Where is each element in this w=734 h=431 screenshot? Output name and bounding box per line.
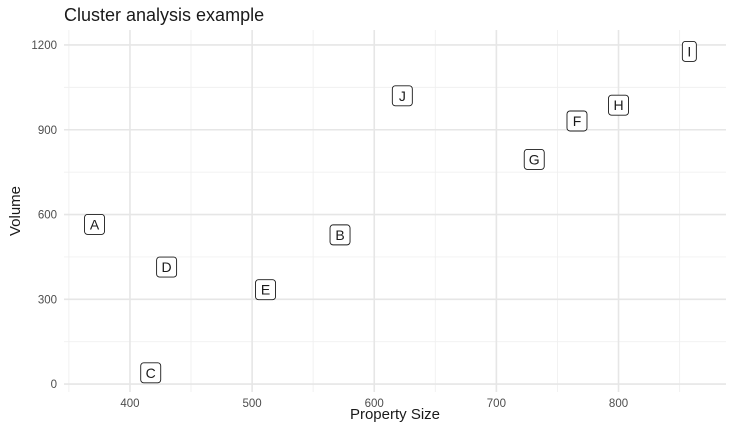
point-label-h: H bbox=[608, 94, 629, 116]
point-text: F bbox=[573, 113, 582, 129]
point-box bbox=[681, 41, 697, 62]
chart-title: Cluster analysis example bbox=[64, 5, 265, 25]
point-label-g: G bbox=[523, 148, 545, 170]
point-label-j: J bbox=[391, 85, 413, 107]
y-axis-title: Volume bbox=[7, 186, 24, 236]
x-tick-label: 600 bbox=[365, 398, 384, 410]
point-text: H bbox=[613, 97, 623, 113]
point-text: I bbox=[687, 43, 691, 59]
grid-lines bbox=[64, 30, 726, 392]
point-box bbox=[255, 279, 276, 301]
x-tick-label: 400 bbox=[120, 398, 139, 410]
x-tick-label: 800 bbox=[609, 398, 628, 410]
x-tick-label: 500 bbox=[243, 398, 262, 410]
y-tick-label: 1200 bbox=[31, 40, 57, 52]
point-box bbox=[329, 224, 351, 246]
point-box bbox=[391, 85, 413, 107]
point-label-b: B bbox=[329, 224, 351, 246]
point-box bbox=[84, 213, 105, 235]
point-box bbox=[140, 362, 162, 384]
point-box bbox=[566, 110, 588, 132]
point-label-a: A bbox=[84, 213, 105, 235]
axis-ticks: 400 500 600 700 800 0 300 600 900 1200 bbox=[31, 40, 628, 410]
point-text: E bbox=[261, 282, 270, 298]
point-box bbox=[608, 94, 629, 116]
point-text: D bbox=[162, 259, 172, 275]
point-text: A bbox=[90, 216, 100, 232]
point-label-e: E bbox=[255, 279, 276, 301]
point-label-d: D bbox=[156, 256, 178, 278]
y-tick-label: 900 bbox=[38, 125, 57, 137]
point-box bbox=[523, 148, 545, 170]
point-text: B bbox=[335, 227, 344, 243]
point-text: C bbox=[146, 365, 156, 381]
point-box bbox=[156, 256, 178, 278]
point-label-i: I bbox=[681, 41, 697, 62]
point-label-c: C bbox=[140, 362, 162, 384]
y-tick-label: 0 bbox=[51, 379, 57, 391]
y-tick-label: 600 bbox=[38, 210, 57, 222]
point-label-f: F bbox=[566, 110, 588, 132]
x-tick-label: 700 bbox=[487, 398, 506, 410]
point-text: J bbox=[399, 88, 406, 104]
y-tick-label: 300 bbox=[38, 294, 57, 306]
x-axis-title: Property Size bbox=[350, 406, 440, 423]
point-text: G bbox=[529, 151, 540, 167]
data-points: A B C D E F G H I J bbox=[84, 41, 697, 384]
